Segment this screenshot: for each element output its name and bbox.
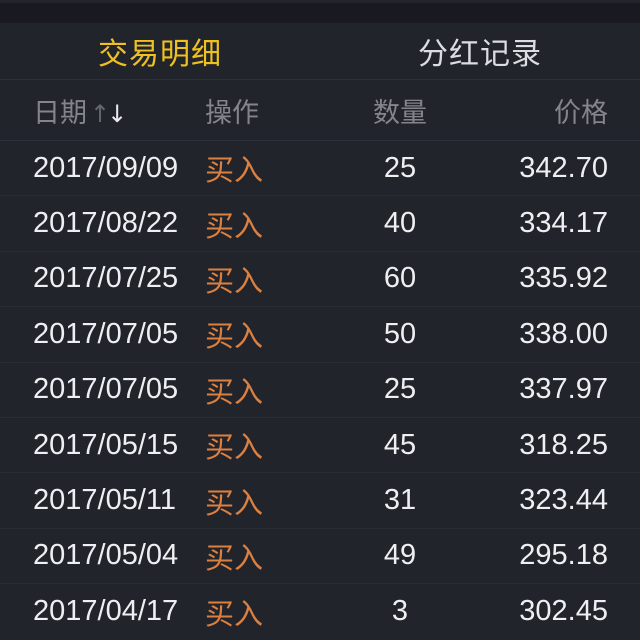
transaction-table: 日期 ↑↓ 操作 数量 价格 2017/09/09 买入 25 342.70 20… [0,80,640,640]
cell-price: 338.00 [519,317,608,350]
cell-date: 2017/07/05 [33,373,179,406]
cell-date: 2017/04/17 [33,595,179,628]
cell-quantity: 50 [383,317,417,350]
header-action: 操作 [205,97,259,128]
cell-quantity: 25 [383,151,417,184]
table-row[interactable]: 2017/05/11 买入 31 323.44 [0,473,640,529]
cell-price: 335.92 [519,262,608,295]
sort-down-icon: ↓ [107,99,127,128]
cell-quantity: 60 [383,262,417,295]
cell-action: 买入 [205,432,264,465]
cell-action: 买入 [205,155,264,188]
tab-transaction-detail[interactable]: 交易明细 [98,38,222,71]
cell-date: 2017/05/04 [33,539,179,572]
cell-quantity: 40 [383,207,417,240]
cell-price: 334.17 [519,207,608,240]
table-row[interactable]: 2017/05/15 买入 45 318.25 [0,418,640,474]
tab-dividend-record[interactable]: 分红记录 [418,38,542,71]
table-header-row: 日期 ↑↓ 操作 数量 价格 [0,80,640,141]
cell-quantity: 3 [391,595,409,628]
cell-date: 2017/09/09 [33,151,179,184]
cell-action: 买入 [205,376,264,409]
header-date[interactable]: 日期 ↑↓ [33,91,205,130]
header-date-label: 日期 [33,97,87,128]
cell-action: 买入 [205,321,264,354]
cell-price: 323.44 [519,484,608,517]
cell-action: 买入 [205,210,264,243]
cell-date: 2017/05/15 [33,428,179,461]
cell-price: 337.97 [519,373,608,406]
cell-date: 2017/07/05 [33,317,179,350]
cell-price: 302.45 [519,595,608,628]
table-row[interactable]: 2017/07/25 买入 60 335.92 [0,252,640,308]
sort-up-icon: ↑ [90,99,110,128]
cell-quantity: 25 [383,373,417,406]
cell-quantity: 45 [383,428,417,461]
cell-date: 2017/07/25 [33,262,179,295]
table-row[interactable]: 2017/07/05 买入 50 338.00 [0,307,640,363]
cell-action: 买入 [205,487,264,520]
cell-date: 2017/08/22 [33,207,179,240]
header-quantity: 数量 [373,97,427,128]
sort-icon[interactable]: ↑↓ [90,99,127,128]
cell-action: 买入 [205,265,264,298]
header-price: 价格 [554,97,608,128]
table-row[interactable]: 2017/07/05 买入 25 337.97 [0,363,640,418]
cell-price: 318.25 [519,428,608,461]
table-body: 2017/09/09 买入 25 342.70 2017/08/22 买入 40… [0,141,640,640]
table-row[interactable]: 2017/09/09 买入 25 342.70 [0,141,640,197]
table-row[interactable]: 2017/08/22 买入 40 334.17 [0,196,640,252]
cell-quantity: 31 [383,484,417,517]
table-row[interactable]: 2017/04/17 买入 3 302.45 [0,584,640,639]
top-status-band [0,3,640,23]
cell-date: 2017/05/11 [33,484,176,517]
cell-price: 295.18 [519,539,608,572]
cell-action: 买入 [205,542,264,575]
cell-action: 买入 [205,598,264,631]
table-row[interactable]: 2017/05/04 买入 49 295.18 [0,529,640,585]
cell-price: 342.70 [519,151,608,184]
tab-bar: 交易明细 分红记录 [0,23,640,80]
cell-quantity: 49 [383,539,417,572]
